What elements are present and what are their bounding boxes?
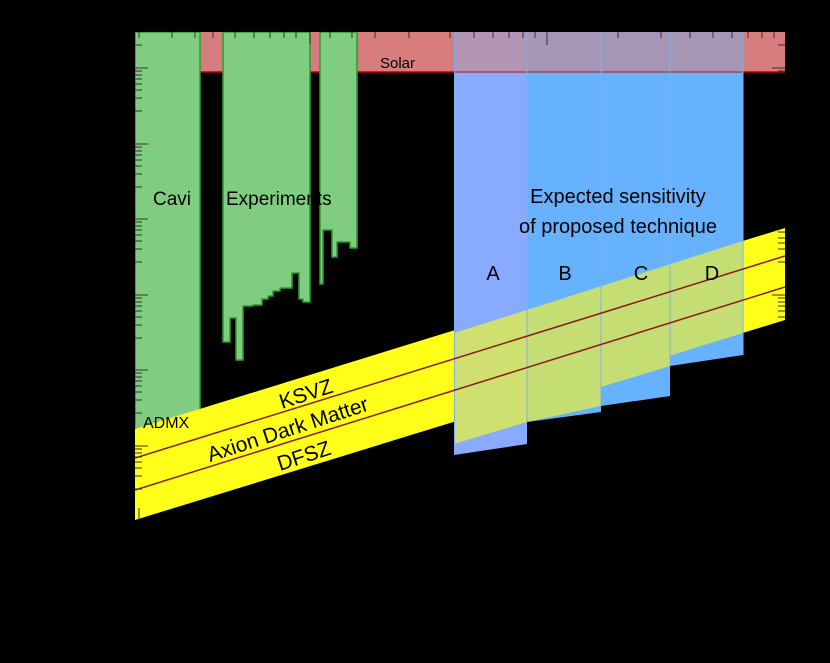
cavity-label-part2: Experiments bbox=[226, 189, 332, 210]
cavity-label-part1: Cavi bbox=[153, 189, 191, 210]
y-axis-ticks bbox=[135, 44, 148, 490]
plot-area bbox=[135, 32, 785, 520]
x-axis-top-ticks bbox=[138, 32, 775, 45]
expected-sensitivity-line2: of proposed technique bbox=[519, 216, 717, 238]
y-axis-right-ticks bbox=[772, 44, 785, 318]
band-overlap-a bbox=[454, 310, 527, 444]
ksvz-line bbox=[135, 255, 785, 459]
band-overlap-bcd-fix bbox=[527, 241, 743, 400]
region-d-label: D bbox=[705, 263, 719, 285]
region-b-label: B bbox=[558, 263, 571, 285]
solar-overlap-bcd bbox=[527, 32, 743, 72]
cavity-region-admx bbox=[135, 32, 201, 458]
cavity-region-3 bbox=[319, 32, 358, 285]
solar-overlap-a bbox=[454, 32, 527, 72]
region-c-label: C bbox=[634, 263, 648, 285]
expected-sensitivity-line1: Expected sensitivity bbox=[530, 186, 706, 208]
solar-label: Solar bbox=[380, 55, 415, 72]
dfsz-line bbox=[135, 286, 785, 491]
region-a-label: A bbox=[486, 263, 500, 285]
admx-label: ADMX bbox=[143, 415, 190, 432]
cavity-region-2 bbox=[222, 32, 311, 361]
